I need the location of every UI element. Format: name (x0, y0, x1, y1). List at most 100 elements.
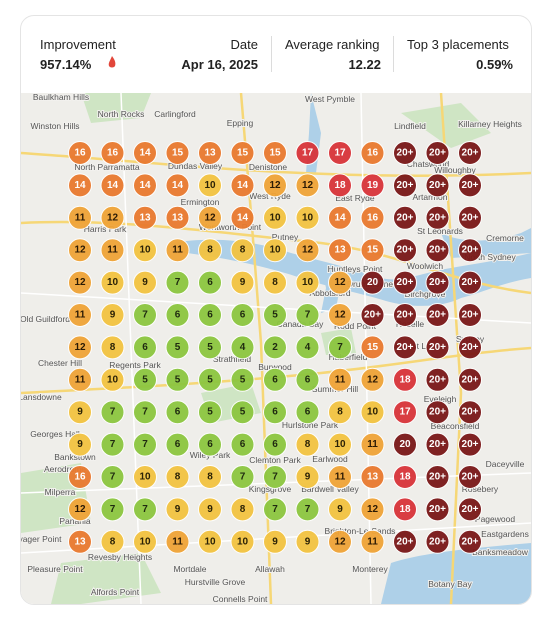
rank-pin (68, 141, 92, 165)
top3-value: 0.59% (476, 57, 513, 72)
rank-pin (165, 173, 190, 198)
place-label: St Leonards (417, 226, 463, 236)
rank-value: 20+ (462, 439, 479, 450)
date-label: Date (230, 37, 258, 52)
rank-pin (230, 432, 255, 457)
rank-value: 12 (74, 504, 86, 515)
rank-value: 10 (204, 180, 216, 191)
rank-pin (425, 432, 450, 457)
rank-value: 18 (334, 180, 346, 191)
rank-value: 6 (305, 407, 311, 418)
rank-pin (263, 270, 287, 295)
rank-pin (360, 270, 385, 295)
rank-pin (393, 497, 417, 522)
rank-pin (295, 465, 320, 489)
rank-pin (68, 303, 92, 327)
place-label: Connells Point (213, 594, 268, 604)
rank-value: 11 (335, 374, 346, 385)
rank-pin (328, 432, 352, 457)
improvement-label: Improvement (40, 37, 116, 52)
rank-value: 9 (110, 310, 116, 321)
rank-value: 16 (367, 148, 379, 159)
rank-pin (165, 367, 190, 392)
rank-pin (328, 141, 352, 165)
rank-pin (458, 335, 482, 360)
rank-value: 18 (399, 504, 411, 515)
divider (393, 36, 394, 72)
place-label: Pagewood (475, 514, 515, 524)
rank-value: 20+ (397, 148, 414, 159)
rank-pin (328, 335, 352, 360)
rank-pin (165, 335, 190, 360)
place-label: Woolwich (407, 261, 443, 271)
rank-pin (458, 529, 482, 554)
rank-pin (360, 303, 385, 327)
rank-pin (360, 497, 385, 522)
place-label: Old Guildford (21, 314, 70, 324)
rank-pin (68, 497, 92, 522)
rank-value: 20+ (397, 310, 414, 321)
rank-pin (328, 465, 352, 489)
rank-value: 20+ (462, 536, 479, 547)
rank-pin (393, 303, 417, 327)
rank-pin (230, 270, 255, 295)
rank-pin (263, 465, 287, 489)
avg-label: Average ranking (285, 37, 380, 52)
rank-pin (198, 400, 222, 425)
rank-pin (198, 529, 222, 554)
rank-value: 7 (305, 504, 311, 515)
rank-pin (295, 238, 320, 263)
rank-pin (68, 465, 92, 489)
rank-value: 16 (367, 212, 379, 223)
rank-pin (68, 367, 92, 392)
rank-pin (458, 303, 482, 327)
rank-value: 7 (142, 439, 148, 450)
rank-pin (295, 432, 320, 457)
rank-value: 10 (139, 536, 151, 547)
rank-pin (165, 497, 190, 522)
rank-pin (230, 335, 255, 360)
rank-value: 11 (335, 472, 346, 483)
rank-value: 7 (240, 472, 246, 483)
place-label: North Parramatta (74, 162, 139, 172)
rank-pin (68, 205, 92, 230)
rank-pin (360, 238, 385, 263)
rank-pin (295, 141, 320, 165)
rank-pin (295, 400, 320, 425)
rank-value: 9 (240, 277, 246, 288)
rank-value: 13 (367, 472, 379, 483)
rank-value: 7 (175, 277, 181, 288)
rank-pin (263, 238, 287, 263)
rank-value: 15 (269, 148, 281, 159)
rank-pin (263, 205, 287, 230)
rank-value: 12 (367, 374, 379, 385)
rank-value: 12 (334, 536, 346, 547)
rank-value: 7 (305, 310, 311, 321)
rank-value: 20+ (397, 277, 414, 288)
rank-value: 6 (175, 310, 181, 321)
rank-value: 8 (272, 277, 278, 288)
rank-pin (68, 432, 92, 457)
rank-value: 5 (272, 310, 278, 321)
rank-value: 9 (305, 472, 311, 483)
map: Baulkham Hills North Rocks Carlingford West… (21, 93, 531, 604)
rank-pin (360, 367, 385, 392)
rank-pin (198, 335, 222, 360)
rank-value: 10 (139, 245, 151, 256)
rank-value: 20+ (462, 342, 479, 353)
rank-pin (165, 432, 190, 457)
rank-value: 20+ (429, 374, 446, 385)
rank-value: 5 (207, 407, 213, 418)
rank-pin (458, 173, 482, 198)
rank-value: 11 (172, 245, 183, 256)
rank-pin (328, 400, 352, 425)
rank-value: 18 (399, 472, 411, 483)
rank-pin (230, 465, 255, 489)
place-label: Clemton Park (249, 455, 301, 465)
rank-value: 14 (139, 148, 151, 159)
rank-pin (165, 303, 190, 327)
rank-value: 20+ (462, 148, 479, 159)
rank-pin (198, 497, 222, 522)
rank-pin (100, 529, 125, 554)
rank-value: 6 (305, 374, 311, 385)
